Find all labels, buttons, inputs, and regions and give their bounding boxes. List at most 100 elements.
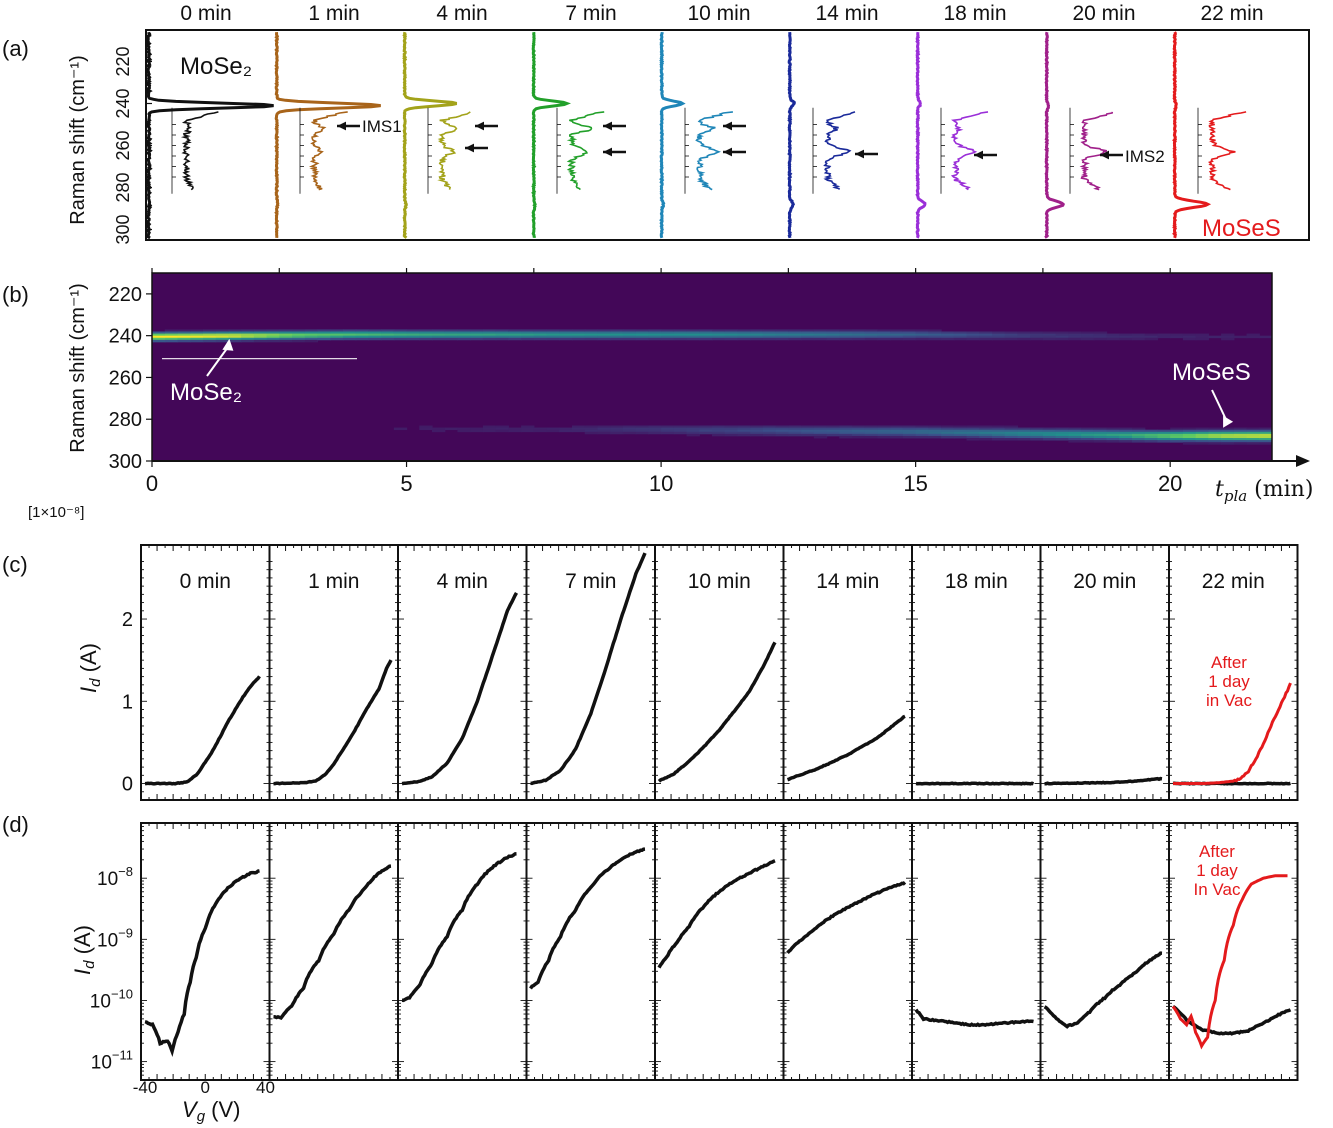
b-heat-cell (572, 337, 586, 341)
d-subplot-frame (1039, 822, 1170, 1081)
b-heat-cell (482, 425, 497, 428)
b-heat-cell (1233, 431, 1248, 435)
b-heat-cell (177, 329, 191, 332)
b-mose2-arrowhead (222, 338, 234, 351)
b-heat-cell (1208, 335, 1222, 339)
b-heat-cell (839, 333, 853, 337)
d-ytick-label--11: 10−11 (91, 1048, 133, 1074)
b-heat-cell (572, 329, 586, 332)
b-heat-cell (1170, 335, 1184, 339)
b-y-axis-label: Raman shift (cm⁻¹) (67, 283, 89, 452)
b-heat-cell (1144, 337, 1159, 341)
b-heat-cell (941, 433, 955, 437)
b-heat-cell (559, 331, 573, 334)
b-heat-cell (330, 333, 344, 337)
b-heat-cell (1170, 440, 1184, 443)
b-heat-cell (775, 427, 789, 431)
b-heat-cell (292, 337, 306, 341)
b-heat-cell (1119, 435, 1133, 439)
b-heat-cell (470, 331, 484, 334)
b-heat-cell (775, 431, 789, 435)
b-heat-cell (902, 331, 917, 334)
a-inset-spectrum-0 (180, 111, 219, 191)
b-heat-cell (979, 431, 993, 435)
b-heat-cell (1246, 431, 1260, 435)
b-heat-cell (750, 331, 764, 334)
b-heat-cell (393, 333, 408, 337)
b-heat-cell (1042, 333, 1057, 337)
b-heat-cell (177, 333, 191, 337)
b-heat-cell (826, 329, 840, 332)
b-heat-cell (521, 331, 535, 334)
b-heat-cell (215, 331, 229, 334)
b-heat-cell (355, 331, 369, 334)
b-heat-cell (724, 335, 739, 339)
b-heat-cell (775, 433, 789, 437)
b-heat-cell (826, 337, 840, 341)
b-heat-cell (915, 433, 929, 437)
d-ytick-label--9: 10−9 (97, 925, 133, 951)
b-heat-cell (1081, 435, 1095, 439)
a-arrow-10min-1-head (723, 121, 733, 131)
b-heat-cell (597, 335, 611, 339)
b-heat-cell (712, 329, 726, 332)
b-heat-cell (724, 425, 739, 428)
b-heat-cell (902, 427, 917, 431)
b-heat-cell (1081, 337, 1095, 341)
a-inset-spectrum-2 (437, 111, 471, 190)
b-heat-cell (661, 329, 675, 332)
b-heat-cell (992, 429, 1006, 433)
panel-c-linear-transfer: [1×10⁻⁸] 0 min 1 min 4 min 7 min 10 min 14 mi… (28, 504, 1299, 801)
b-heat-cell (826, 429, 840, 433)
d-subplot-1 (268, 822, 399, 1081)
b-xtick-label-15: 15 (903, 471, 927, 496)
b-heat-cell (1093, 435, 1108, 439)
b-heat-cell (1233, 429, 1248, 433)
b-heat-cell (1017, 429, 1031, 433)
b-heat-cell (597, 425, 611, 428)
b-heat-cell (673, 425, 688, 428)
b-heat-cell (941, 431, 955, 435)
b-heat-cell (1170, 427, 1184, 431)
b-heat-cell (470, 333, 484, 337)
b-heat-cell (915, 333, 929, 337)
b-heat-cell (1221, 438, 1235, 441)
b-xtick-label-10: 10 (649, 471, 673, 496)
b-heat-cell (661, 431, 675, 435)
b-heat-cell (750, 429, 764, 433)
b-heat-cell (1030, 331, 1044, 334)
b-heat-cell (1093, 337, 1108, 341)
c-ytick-label-0: 0 (122, 774, 133, 796)
c-after-1-day-label-1: 1 day (1208, 672, 1250, 691)
b-heat-cell (266, 333, 280, 337)
b-heat-cell (304, 333, 319, 337)
b-heat-cell (164, 331, 179, 334)
b-heat-cell (1132, 440, 1146, 443)
b-heat-cell (1004, 438, 1019, 441)
d-xtick-label-40: 40 (256, 1078, 275, 1097)
b-heat-cell (1246, 442, 1260, 445)
b-heat-cell (775, 337, 789, 341)
b-heat-cell (610, 429, 624, 433)
b-heat-cell (1144, 335, 1159, 339)
b-heat-cell (266, 335, 280, 339)
b-heat-cell (1093, 440, 1108, 443)
b-heat-cell (737, 429, 751, 433)
b-heat-cell (1246, 429, 1260, 433)
b-heat-cell (1017, 433, 1031, 437)
b-heat-cell (1106, 427, 1120, 431)
b-heat-cell (292, 329, 306, 332)
b-heat-cell (457, 331, 471, 334)
b-heat-cell (1182, 335, 1197, 339)
b-heat-cell (381, 333, 395, 337)
b-heat-cell (1195, 335, 1209, 339)
b-heat-cell (737, 427, 751, 431)
b-heat-cell (597, 429, 611, 433)
b-heat-cell (1157, 433, 1171, 437)
b-heat-cell (953, 425, 968, 428)
b-heat-cell (1157, 431, 1171, 435)
b-heat-cell (241, 331, 255, 334)
b-heat-cell (813, 331, 828, 334)
b-heat-cell (826, 335, 840, 339)
